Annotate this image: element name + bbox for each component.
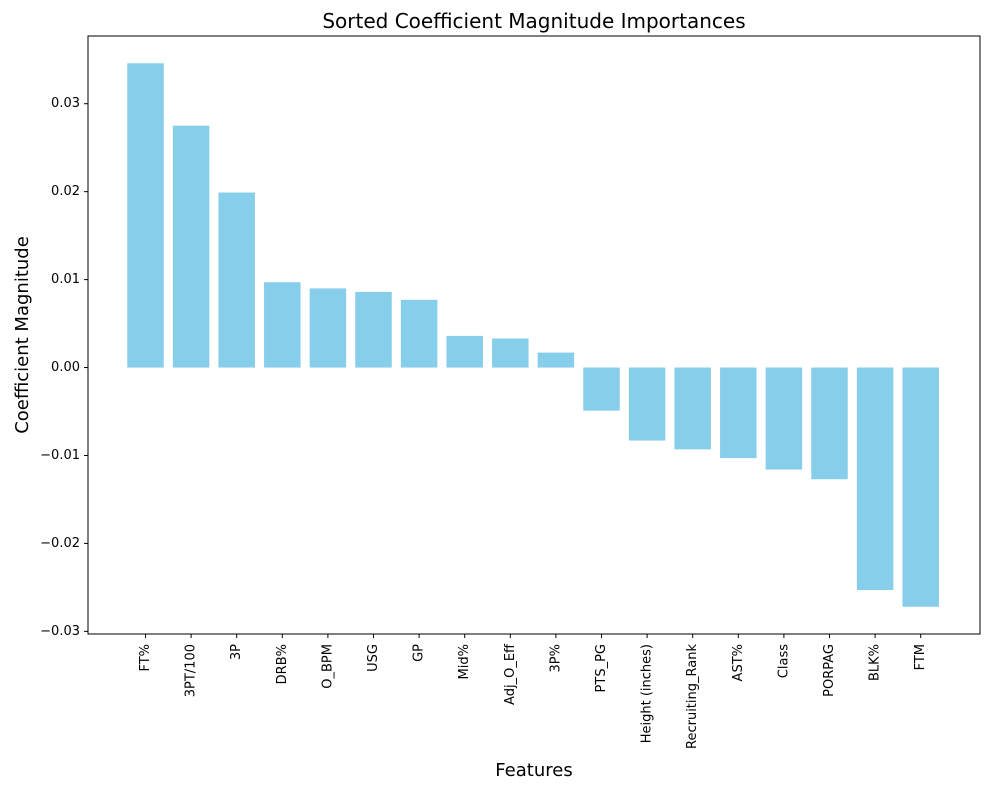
x-tick-label: 3P (229, 644, 244, 660)
bar (537, 352, 575, 368)
x-tick-label: GP (412, 644, 427, 662)
y-axis-label: Coefficient Magnitude (12, 236, 33, 434)
bar (720, 367, 757, 459)
x-tick-label: FTM (913, 644, 928, 670)
bar (492, 338, 529, 368)
x-tick-label: Adj_O_Eff (503, 643, 518, 705)
y-tick-label: 0.00 (51, 360, 80, 375)
bar (674, 367, 711, 450)
bar (309, 288, 347, 368)
bar (172, 125, 210, 368)
bar (856, 367, 894, 591)
x-tick-label: 3P% (548, 644, 563, 672)
bar (628, 367, 666, 441)
y-tick-label: −0.01 (40, 448, 80, 463)
x-tick-label: 3PT/100 (184, 644, 199, 697)
x-tick-label: Height (inches) (640, 644, 655, 743)
y-tick-label: −0.03 (40, 624, 80, 639)
x-tick-label: FT% (138, 644, 153, 672)
x-tick-label: Class (776, 644, 791, 678)
bar (127, 63, 164, 368)
bar (446, 335, 483, 368)
bar (902, 367, 939, 607)
x-tick-label: USG (366, 644, 381, 672)
x-tick-label: AST% (731, 644, 746, 681)
x-tick-label: DRB% (275, 644, 290, 684)
bar (355, 291, 392, 368)
x-tick-label: PORPAG (822, 644, 837, 697)
bar (811, 367, 848, 480)
x-tick-label: PTS_PG (594, 644, 609, 692)
bar (583, 367, 620, 411)
y-axis-ticks: 0.03 0.02 0.01 0.00 −0.01 −0.02 −0.03 (40, 96, 88, 639)
plot-frame (87, 35, 981, 635)
x-axis-label: Features (495, 760, 572, 781)
y-tick-label: 0.01 (51, 272, 80, 287)
x-tick-label: O_BPM (320, 644, 335, 689)
bars-group (127, 63, 939, 607)
y-tick-label: 0.02 (51, 184, 80, 199)
y-tick-label: 0.03 (51, 96, 80, 111)
bar (400, 299, 438, 368)
x-axis-ticks: FT% 3PT/100 3P DRB% O_BPM USG GP Mid% Adj_O_Eff 3… (138, 634, 928, 749)
x-tick-label: Recruiting_Rank (685, 644, 700, 749)
bar (264, 282, 301, 368)
bar (218, 192, 255, 368)
x-tick-label: Mid% (457, 644, 472, 679)
chart-title: Sorted Coefficient Magnitude Importances (322, 9, 745, 33)
y-tick-label: −0.02 (40, 536, 80, 551)
x-tick-label: BLK% (868, 644, 883, 681)
bar (765, 367, 803, 470)
